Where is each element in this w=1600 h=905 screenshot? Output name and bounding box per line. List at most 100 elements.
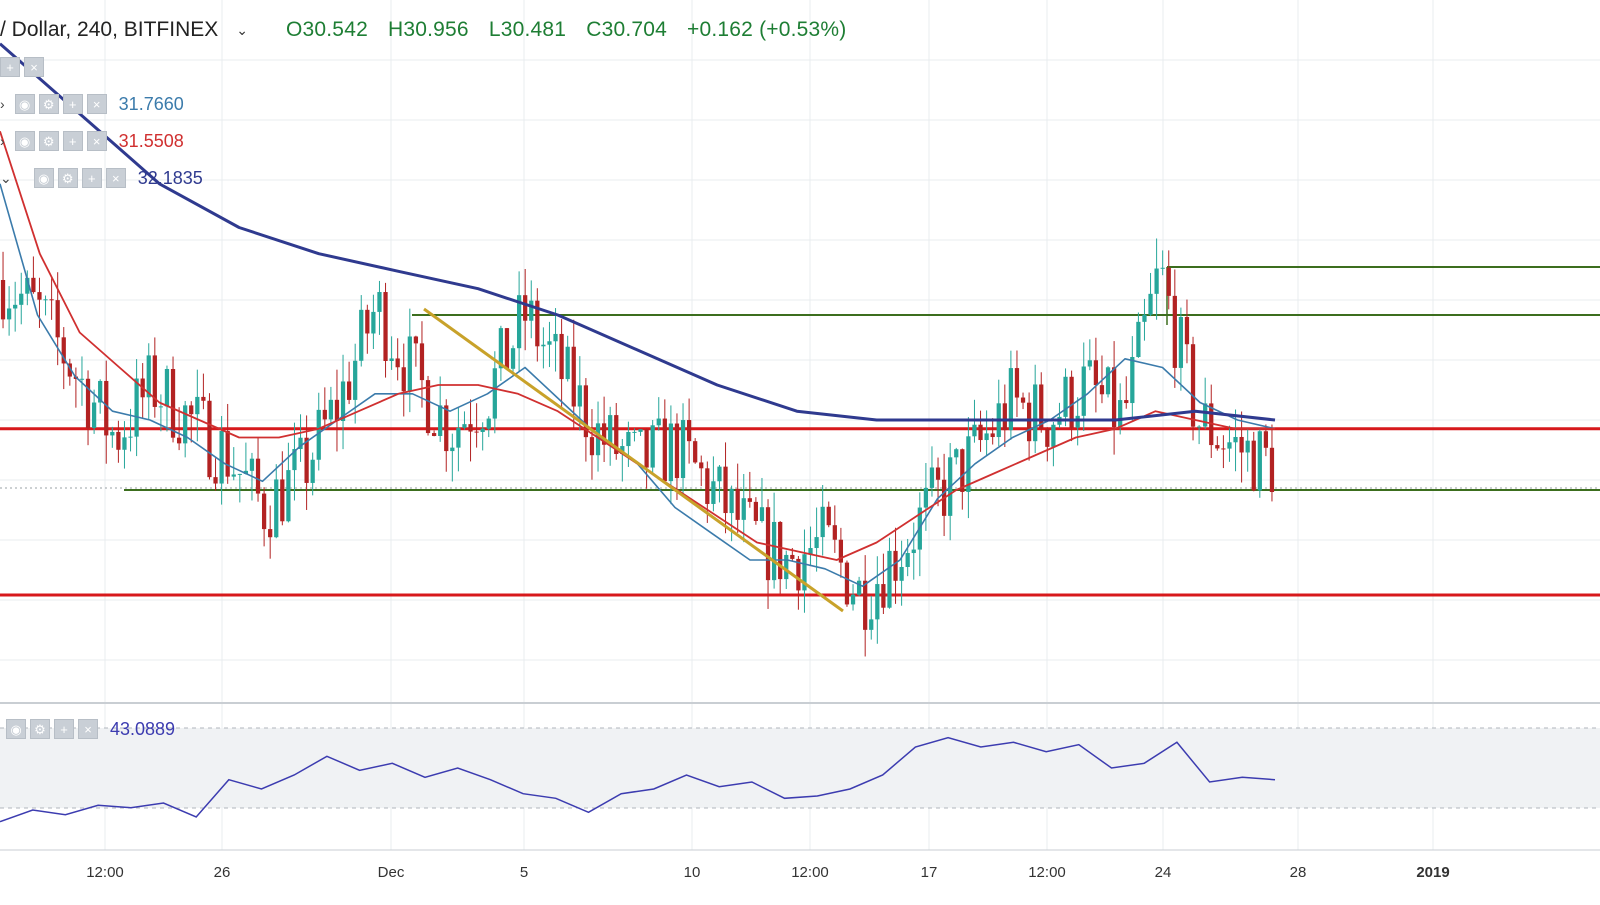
- gear-icon[interactable]: ⚙: [38, 94, 59, 114]
- candle-body: [523, 295, 528, 321]
- candle-body: [25, 277, 30, 294]
- candle-body: [98, 380, 103, 403]
- candle-body: [152, 355, 157, 407]
- candle-body: [1172, 295, 1177, 368]
- candle-body: [61, 337, 66, 364]
- chart-header: / Dollar, 240, BITFINEX ⌄ O30.542 H30.95…: [0, 14, 861, 46]
- gear-icon[interactable]: ⚙: [38, 131, 59, 151]
- symbol-label[interactable]: / Dollar, 240, BITFINEX: [0, 18, 219, 41]
- candle-body: [644, 429, 649, 468]
- candle-body: [1251, 440, 1256, 491]
- x-tick-label: Dec: [378, 864, 405, 881]
- candle-body: [280, 479, 285, 522]
- add-icon[interactable]: +: [81, 168, 102, 188]
- candle-body: [1142, 314, 1147, 322]
- eye-icon[interactable]: ◉: [6, 719, 26, 739]
- candle-body: [134, 378, 139, 437]
- candle-body: [353, 360, 358, 400]
- x-tick-label: 2019: [1416, 864, 1449, 881]
- candle-body: [431, 433, 437, 436]
- candle-body: [717, 466, 722, 482]
- candle-body: [243, 470, 249, 474]
- x-tick-label: 26: [214, 864, 231, 881]
- candle-body: [304, 437, 309, 483]
- chevron-down-icon[interactable]: ⌄: [236, 21, 248, 38]
- candle-body: [261, 493, 267, 530]
- candle-body: [577, 385, 582, 407]
- candle-body: [984, 433, 989, 441]
- candle-body: [966, 436, 971, 492]
- gear-icon[interactable]: ⚙: [30, 719, 50, 739]
- close-icon[interactable]: ×: [105, 168, 126, 188]
- candle-body: [268, 529, 273, 538]
- eye-icon[interactable]: ◉: [14, 131, 35, 151]
- candle-body: [480, 428, 485, 433]
- collapse-arrow-icon[interactable]: ⌄: [0, 169, 12, 186]
- candle-body: [1002, 403, 1007, 431]
- add-icon[interactable]: +: [54, 719, 74, 739]
- candle-body: [255, 458, 261, 494]
- close-icon[interactable]: ×: [78, 719, 98, 739]
- candle-body: [450, 447, 455, 452]
- candle-body: [1045, 428, 1050, 447]
- candle-body: [1269, 447, 1275, 493]
- candle-body: [729, 488, 734, 514]
- candle-body: [219, 430, 224, 484]
- candle-body: [1227, 442, 1232, 449]
- candle-body: [55, 300, 60, 338]
- candle-body: [808, 548, 813, 555]
- eye-icon[interactable]: ◉: [14, 94, 35, 114]
- candle-body: [1008, 368, 1014, 431]
- candle-body: [231, 474, 236, 477]
- rsi-pane: [0, 736, 1276, 823]
- candle-body: [104, 380, 109, 436]
- close-icon[interactable]: ×: [24, 57, 44, 77]
- candle-body: [456, 427, 461, 448]
- add-icon[interactable]: +: [62, 94, 83, 114]
- candle-body: [674, 423, 680, 479]
- x-tick-label: 5: [520, 864, 528, 881]
- candle-body: [1154, 268, 1159, 294]
- candle-body: [972, 424, 977, 437]
- close-icon[interactable]: ×: [86, 94, 107, 114]
- candle-body: [19, 293, 24, 305]
- candle-body: [328, 399, 334, 420]
- candles: [0, 238, 1275, 657]
- candle-body: [856, 580, 862, 595]
- candle-body: [535, 300, 540, 347]
- candle-body: [85, 378, 91, 429]
- collapse-arrow-icon[interactable]: ›: [0, 96, 5, 112]
- x-tick-label: 28: [1290, 864, 1307, 881]
- candle-body: [954, 449, 959, 458]
- add-icon[interactable]: +: [62, 131, 83, 151]
- candle-body: [225, 430, 230, 477]
- x-tick-label: 12:00: [1028, 864, 1066, 881]
- candle-body: [826, 506, 831, 526]
- candle-body: [620, 446, 625, 455]
- candle-body: [1245, 440, 1250, 453]
- eye-icon[interactable]: ◉: [33, 168, 54, 188]
- collapse-arrow-icon[interactable]: ›: [0, 133, 5, 149]
- candle-body: [37, 292, 42, 300]
- candle-body: [614, 415, 619, 455]
- candle-body: [814, 537, 819, 549]
- candle-body: [1111, 367, 1117, 428]
- close-icon[interactable]: ×: [86, 131, 107, 151]
- grid-lines: [0, 0, 1600, 851]
- candle-body: [444, 405, 449, 452]
- candle-body: [559, 333, 564, 380]
- add-icon[interactable]: +: [0, 57, 20, 77]
- candle-body: [49, 299, 54, 301]
- gear-icon[interactable]: ⚙: [57, 168, 78, 188]
- indicator-ma50: › ◉ ⚙ + × 31.5508: [0, 128, 184, 154]
- candle-body: [632, 431, 637, 433]
- candle-body: [13, 304, 18, 309]
- candle-body: [771, 521, 777, 581]
- candle-body: [863, 580, 868, 630]
- level-lines: [0, 266, 1600, 597]
- candle-body: [693, 441, 698, 463]
- candle-body: [1026, 402, 1032, 442]
- candle-body: [850, 594, 856, 605]
